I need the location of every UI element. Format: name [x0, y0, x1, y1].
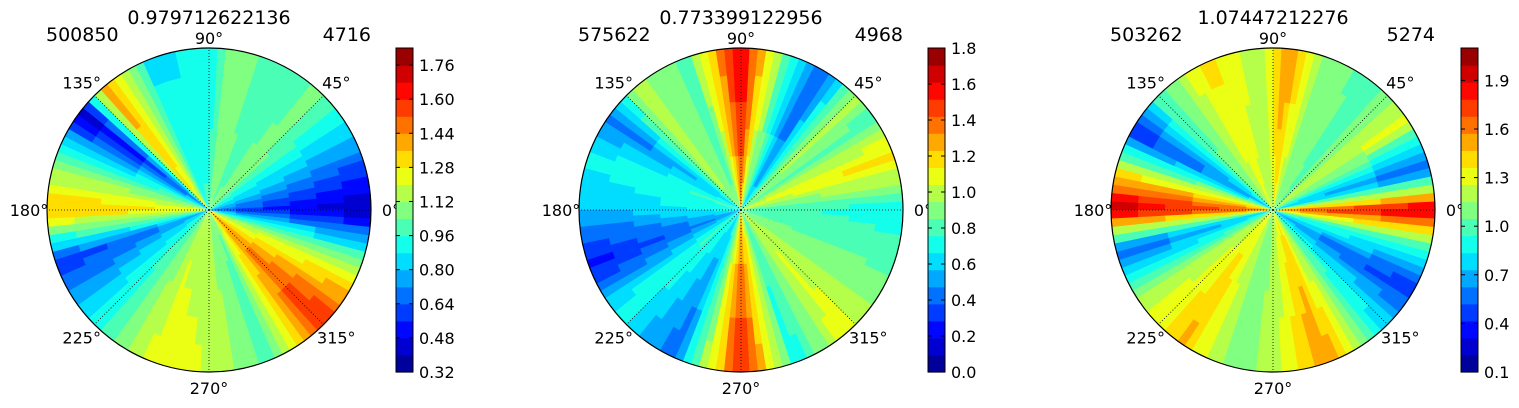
colorbar-tick-label: 0.80 — [419, 261, 455, 280]
angle-tick-label: 90° — [1259, 29, 1287, 48]
angle-tick-label: 270° — [722, 379, 761, 398]
colorbar-tick-label: 1.4 — [951, 111, 976, 130]
polar-frame — [578, 47, 904, 373]
colorbar-tick-label: 0.7 — [1484, 266, 1509, 285]
angle-tick-label: 315° — [317, 328, 356, 347]
chart-title: 1.07447212276 — [1197, 7, 1348, 29]
angle-tick-label: 90° — [727, 29, 755, 48]
angle-tick-label: 45° — [1386, 74, 1414, 93]
colorbar: 0.0 0.2 0.4 0.6 0.8 1.0 1.2 1.4 1.6 1.8 — [927, 39, 976, 382]
colorbar-tick-label: 1.76 — [419, 56, 455, 75]
colorbar-tick-label: 0.32 — [419, 363, 455, 382]
chart-title: 0.979712622136 — [127, 7, 290, 29]
angle-tick-label: 225° — [594, 328, 633, 347]
colorbar: 0.32 0.48 0.64 0.80 0.96 1.12 1.28 1.44 1.60 1.76 — [395, 47, 455, 382]
polar-chart-1: 0°45°90°135°180°225°270°315°0.9797126221… — [10, 7, 455, 398]
angle-tick-label: 45° — [322, 74, 350, 93]
angle-tick-label: 180° — [10, 201, 49, 220]
angle-tick-label: 45° — [854, 74, 882, 93]
polar-frame — [46, 47, 372, 373]
colorbar-tick-label: 0.1 — [1484, 363, 1509, 382]
left-label: 575622 — [578, 24, 651, 46]
angle-tick-label: 225° — [1126, 328, 1165, 347]
polar-frame — [1110, 47, 1436, 373]
colorbar-tick-label: 1.6 — [1484, 120, 1509, 139]
colorbar-tick-label: 0.2 — [951, 327, 976, 346]
colorbar: 0.1 0.4 0.7 1.0 1.3 1.6 1.9 — [1460, 47, 1509, 382]
colorbar-tick-label: 1.60 — [419, 90, 455, 109]
angle-tick-label: 270° — [190, 379, 229, 398]
angle-tick-label: 315° — [849, 328, 888, 347]
colorbar-tick-label: 0.4 — [951, 291, 976, 310]
chart-title: 0.773399122956 — [659, 7, 822, 29]
angle-tick-label: 0° — [1446, 201, 1464, 220]
angle-tick-label: 180° — [1074, 201, 1113, 220]
right-label: 4968 — [855, 24, 903, 46]
angle-tick-label: 270° — [1254, 379, 1293, 398]
left-label: 503262 — [1110, 24, 1183, 46]
colorbar-tick-label: 1.6 — [951, 75, 976, 94]
colorbar-tick-label: 0.4 — [1484, 314, 1509, 333]
colorbar-tick-label: 0.8 — [951, 219, 976, 238]
colorbar-tick-label: 0.96 — [419, 227, 455, 246]
colorbar-tick-label: 0.48 — [419, 329, 455, 348]
polar-field — [47, 48, 371, 372]
colorbar-tick-label: 1.8 — [951, 39, 976, 58]
left-label: 500850 — [46, 24, 119, 46]
angle-tick-label: 315° — [1381, 328, 1420, 347]
colorbar-tick-label: 1.44 — [419, 124, 455, 143]
angle-tick-label: 90° — [195, 29, 223, 48]
colorbar-tick-label: 1.0 — [1484, 217, 1509, 236]
angle-tick-label: 135° — [1126, 74, 1165, 93]
colorbar-tick-label: 0.6 — [951, 255, 976, 274]
polar-field — [1111, 48, 1435, 372]
polar-field — [579, 48, 903, 372]
colorbar-tick-label: 0.0 — [951, 363, 976, 382]
colorbar-tick-label: 1.3 — [1484, 169, 1509, 188]
angle-tick-label: 180° — [542, 201, 581, 220]
polar-chart-3: 0° 45° 90° 135° 180° 225° 270° 315° 1.0744721227… — [1074, 7, 1510, 398]
right-label: 5274 — [1387, 24, 1435, 46]
angle-tick-label: 135° — [594, 74, 633, 93]
colorbar-tick-label: 0.64 — [419, 295, 455, 314]
colorbar-tick-label: 1.0 — [951, 183, 976, 202]
angle-tick-label: 135° — [62, 74, 101, 93]
colorbar-tick-label: 1.2 — [951, 147, 976, 166]
right-label: 4716 — [323, 24, 371, 46]
colorbar-tick-label: 1.9 — [1484, 71, 1509, 90]
angle-tick-label: 225° — [62, 328, 101, 347]
colorbar-tick-label: 1.12 — [419, 192, 455, 211]
colorbar-tick-label: 1.28 — [419, 158, 455, 177]
polar-chart-2: 0°45°90°135°180°225°270°315°0.7733991229… — [542, 7, 977, 398]
